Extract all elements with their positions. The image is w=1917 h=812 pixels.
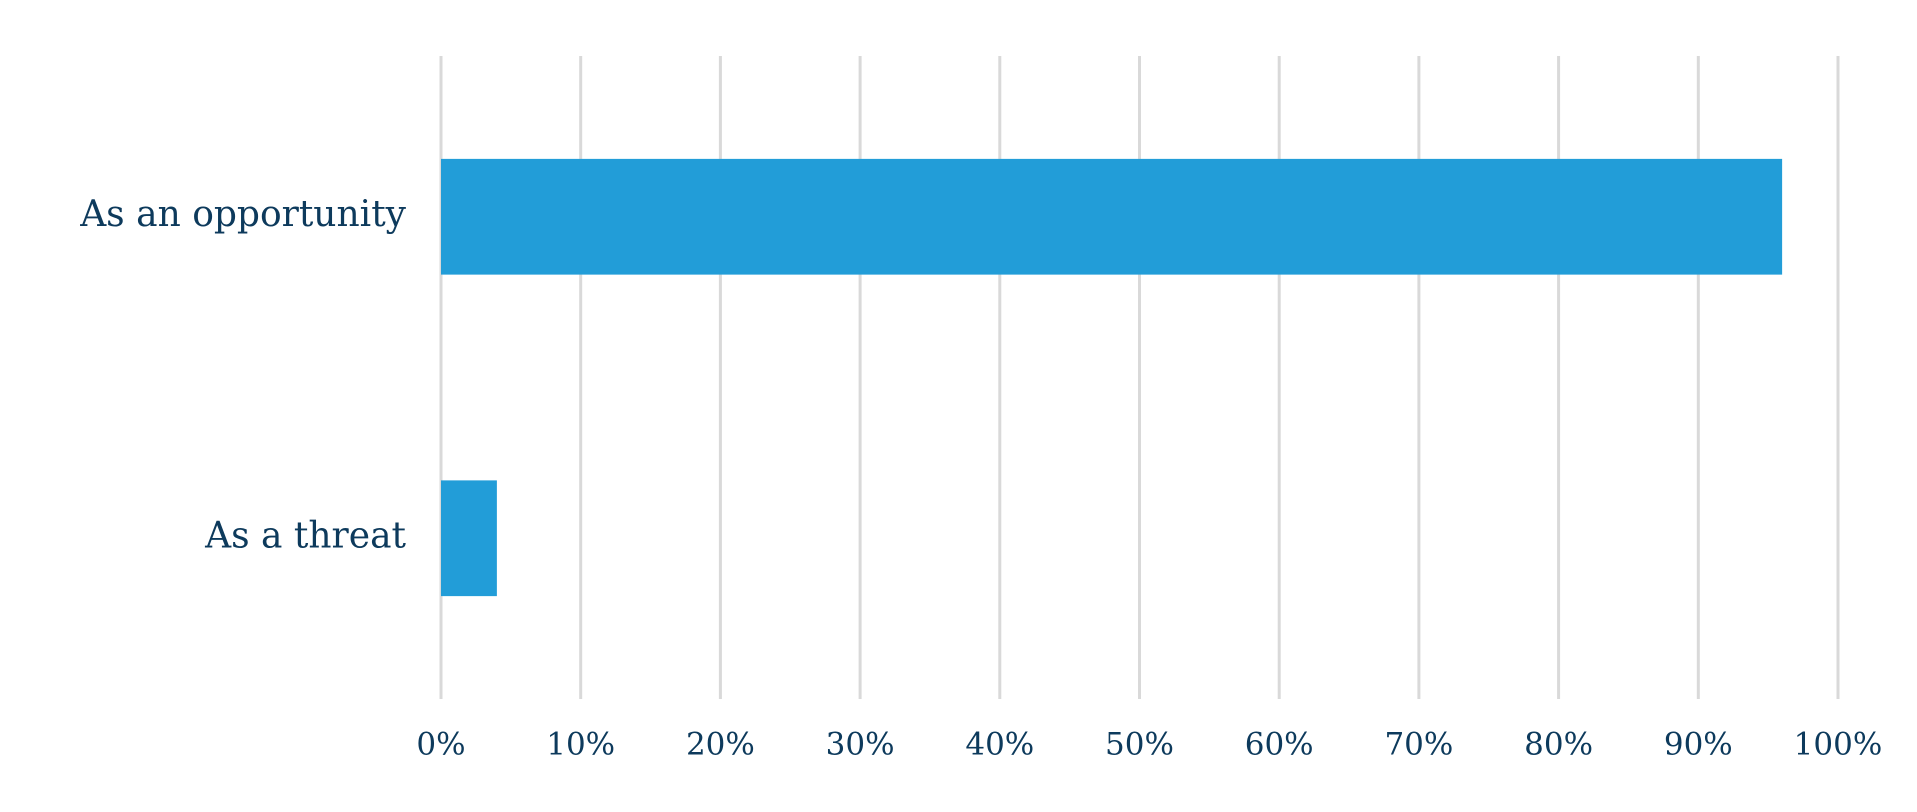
- x-tick-label: 50%: [1105, 727, 1174, 763]
- y-tick-label: As a threat: [204, 515, 406, 556]
- x-tick-label: 70%: [1384, 727, 1453, 763]
- y-tick-label: As an opportunity: [79, 194, 406, 235]
- x-tick-label: 10%: [546, 727, 615, 763]
- bar: [441, 480, 497, 597]
- x-tick-label: 60%: [1245, 727, 1314, 763]
- x-tick-label: 40%: [965, 727, 1034, 763]
- x-tick-label: 100%: [1794, 727, 1883, 763]
- x-tick-label: 0%: [416, 727, 465, 763]
- x-tick-label: 30%: [826, 727, 895, 763]
- x-tick-label: 20%: [686, 727, 755, 763]
- x-tick-label: 80%: [1524, 727, 1593, 763]
- x-tick-label: 90%: [1664, 727, 1733, 763]
- bar: [441, 158, 1783, 275]
